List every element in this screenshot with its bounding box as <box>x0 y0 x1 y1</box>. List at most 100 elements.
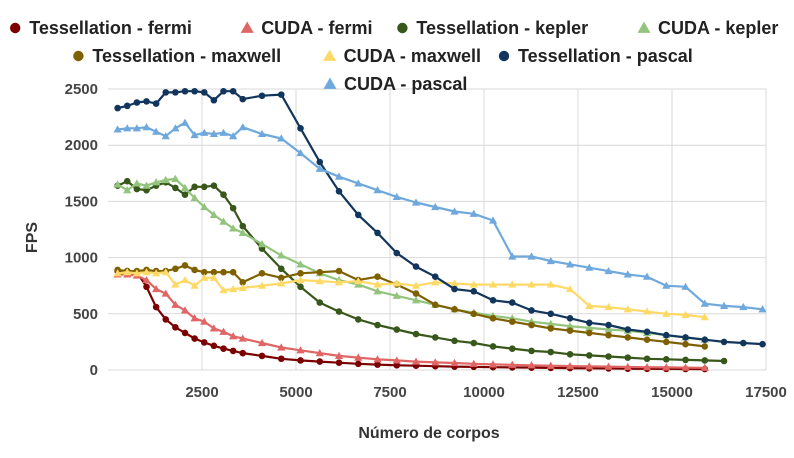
data-point <box>180 183 190 192</box>
legend: Tessellation - fermi CUDA - fermi Tessella… <box>10 18 778 94</box>
data-point <box>488 280 498 288</box>
data-point <box>315 164 324 172</box>
data-point <box>392 291 401 299</box>
data-point <box>682 356 689 364</box>
data-point <box>239 279 247 286</box>
data-point <box>219 327 228 335</box>
legend-item-cuda-kepler[interactable]: CUDA - kepler <box>637 18 779 38</box>
data-point <box>392 356 401 364</box>
data-point <box>316 268 324 276</box>
data-point <box>181 262 189 269</box>
data-point <box>682 334 689 341</box>
data-point <box>662 281 671 289</box>
data-point <box>123 268 132 276</box>
data-point <box>411 357 421 365</box>
legend-item-tessellation-fermi[interactable]: Tessellation - fermi <box>10 18 192 38</box>
legend-marker <box>73 50 84 62</box>
data-point <box>450 358 459 367</box>
data-point <box>257 338 267 347</box>
data-point <box>210 96 218 104</box>
data-point <box>123 124 132 132</box>
data-point <box>238 123 247 131</box>
series-tessellation-maxwell <box>114 262 709 350</box>
data-point <box>623 270 632 278</box>
data-point <box>190 314 199 322</box>
data-point <box>566 314 574 322</box>
data-point <box>180 275 190 284</box>
data-point <box>739 339 747 347</box>
data-point <box>412 290 420 297</box>
legend-item-tessellation-maxwell[interactable]: Tessellation - maxwell <box>73 46 281 66</box>
data-point <box>623 362 632 371</box>
data-point <box>239 95 247 103</box>
data-point <box>604 325 613 333</box>
data-point <box>681 282 690 290</box>
series-layer <box>113 87 767 373</box>
data-point <box>229 332 238 340</box>
data-point <box>527 280 536 288</box>
data-point <box>219 286 228 294</box>
legend-item-cuda-pascal[interactable]: CUDA - pascal <box>323 74 468 94</box>
data-point <box>450 207 459 215</box>
data-point <box>133 185 141 193</box>
grid <box>108 88 767 371</box>
data-point <box>172 323 179 331</box>
data-point <box>239 349 247 357</box>
data-point <box>220 87 227 95</box>
data-point <box>508 318 516 325</box>
data-point <box>701 357 709 364</box>
data-point <box>113 180 122 188</box>
data-point <box>335 359 343 366</box>
data-point <box>489 343 497 350</box>
data-point <box>565 361 575 370</box>
data-point <box>200 183 208 191</box>
y-tick-label: 2500 <box>65 81 98 98</box>
data-point <box>431 273 439 281</box>
legend-item-cuda-fermi[interactable]: CUDA - fermi <box>240 18 373 38</box>
data-point <box>171 300 180 308</box>
data-point <box>528 321 535 329</box>
data-point <box>488 216 498 224</box>
legend-label: CUDA - fermi <box>261 18 372 38</box>
axes: 0 500 1000 1500 2000 2500 2500 5000 7500 10000 125… <box>24 81 787 442</box>
data-point <box>546 319 555 328</box>
data-point <box>451 337 458 345</box>
data-point <box>758 305 767 313</box>
data-point <box>739 302 748 311</box>
data-point <box>172 184 179 192</box>
legend-item-cuda-maxwell[interactable]: CUDA - maxwell <box>323 46 481 66</box>
series-tessellation-pascal <box>114 87 766 348</box>
data-point <box>392 279 401 287</box>
data-point <box>296 346 305 354</box>
legend-item-tessellation-kepler[interactable]: Tessellation - kepler <box>397 18 588 38</box>
data-point <box>296 148 305 157</box>
data-point <box>132 124 142 132</box>
legend-item-tessellation-pascal[interactable]: Tessellation - pascal <box>498 46 693 66</box>
data-point <box>152 303 160 311</box>
data-point <box>239 222 247 230</box>
data-point <box>142 268 151 276</box>
data-point <box>210 182 218 189</box>
data-point <box>161 132 170 140</box>
data-point <box>277 279 286 287</box>
data-point <box>200 339 208 346</box>
data-point <box>200 128 209 136</box>
data-point <box>546 256 555 265</box>
data-point <box>161 289 170 297</box>
data-point <box>682 340 689 348</box>
data-point <box>700 313 709 321</box>
data-point <box>297 357 304 364</box>
data-point <box>257 281 267 289</box>
data-point <box>152 178 161 186</box>
data-point <box>508 345 516 352</box>
data-point <box>374 229 381 237</box>
data-point <box>354 211 362 219</box>
series-cuda-pascal <box>113 118 767 313</box>
data-point <box>172 265 179 273</box>
data-point <box>229 268 237 276</box>
data-point <box>152 269 161 277</box>
data-point <box>209 129 219 138</box>
data-point <box>335 308 343 315</box>
data-point <box>180 118 190 126</box>
data-point <box>113 125 122 133</box>
